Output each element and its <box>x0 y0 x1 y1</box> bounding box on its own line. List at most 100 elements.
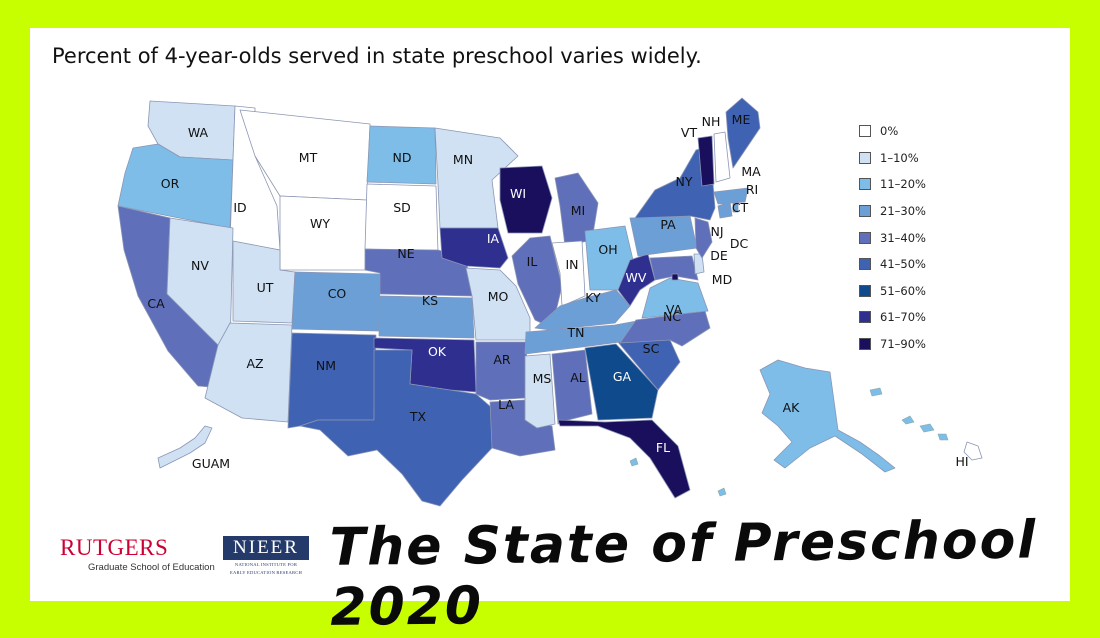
state-label-ny: NY <box>676 174 693 189</box>
rutgers-logo: RUTGERS Graduate School of Education <box>60 535 215 574</box>
state-label-tx: TX <box>409 409 427 424</box>
state-label-mi: MI <box>571 203 585 218</box>
state-label-nm: NM <box>316 358 336 373</box>
state-label-ri: RI <box>746 182 758 197</box>
island-shape <box>869 387 883 397</box>
island-shape <box>901 415 915 425</box>
state-label-ok: OK <box>428 344 447 359</box>
state-label-sd: SD <box>393 200 411 215</box>
legend-swatch <box>859 311 871 324</box>
state-label-ar: AR <box>493 352 511 367</box>
map-card: Percent of 4-year-olds served in state p… <box>30 28 1070 638</box>
state-tx <box>299 349 493 507</box>
state-label-nv: NV <box>191 258 209 273</box>
state-vt <box>697 135 715 187</box>
state-label-mn: MN <box>453 152 473 167</box>
legend-item: 51–60% <box>859 278 926 305</box>
state-label-ca: CA <box>147 296 165 311</box>
state-label-oh: OH <box>598 242 617 257</box>
state-label-co: CO <box>328 286 347 301</box>
state-dc <box>671 273 679 281</box>
legend-swatch <box>859 231 871 244</box>
state-sd <box>364 183 439 253</box>
legend-swatch <box>859 258 871 271</box>
state-label-mt: MT <box>299 150 318 165</box>
legend-item: 31–40% <box>859 224 926 251</box>
us-choropleth-map: WA OR CA ID NV MT WY UT AZ CO NM ND SD NE KS OK TX MN IA MO… <box>117 97 983 507</box>
state-ga <box>584 343 659 421</box>
state-label-az: AZ <box>246 356 263 371</box>
state-label-me: ME <box>732 112 751 127</box>
state-ma <box>713 187 749 205</box>
state-label-fl: FL <box>656 440 670 455</box>
state-label-ks: KS <box>422 293 438 308</box>
legend-swatch <box>859 338 871 351</box>
state-label-ga: GA <box>613 369 632 384</box>
state-label-ma: MA <box>741 164 761 179</box>
island-shape <box>919 423 935 433</box>
state-label-la: LA <box>498 397 514 412</box>
state-label-id: ID <box>233 200 246 215</box>
state-label-ut: UT <box>257 280 274 295</box>
state-label-nh: NH <box>702 114 721 129</box>
state-hi <box>963 441 983 461</box>
legend-swatch <box>859 125 871 138</box>
island-shape <box>629 457 639 467</box>
legend-swatch <box>859 178 871 191</box>
state-label-wv: WV <box>626 270 647 285</box>
state-wy <box>279 195 368 271</box>
state-label-ct: CT <box>732 200 749 215</box>
nieer-logo: NIEER NATIONAL INSTITUTE FOR EARLY EDUCA… <box>223 536 309 576</box>
state-ia <box>439 227 509 269</box>
legend: 0% 1–10% 11–20% 21–30% 31–40% 41–50% 51–… <box>859 118 926 357</box>
legend-swatch <box>859 205 871 218</box>
state-label-guam: GUAM <box>192 456 230 471</box>
state-ct <box>717 201 733 219</box>
state-ky <box>534 289 631 331</box>
legend-item: 71–90% <box>859 331 926 358</box>
report-title: The State of Preschool 2020 <box>329 510 1038 638</box>
headline: Percent of 4-year-olds served in state p… <box>52 44 702 68</box>
state-mn <box>434 127 519 229</box>
legend-item: 61–70% <box>859 304 926 331</box>
state-nm <box>287 332 377 429</box>
state-ar <box>475 341 528 401</box>
state-label-md: MD <box>712 272 732 287</box>
legend-item: 21–30% <box>859 198 926 225</box>
legend-swatch <box>859 151 871 164</box>
state-nj <box>694 217 713 259</box>
state-label-nj: NJ <box>710 224 723 239</box>
legend-item: 0% <box>859 118 926 145</box>
state-va <box>641 277 709 319</box>
legend-item: 1–10% <box>859 145 926 172</box>
state-label-mo: MO <box>488 289 509 304</box>
state-label-va: VA <box>666 302 683 317</box>
state-co <box>291 271 381 332</box>
state-fl <box>557 419 691 499</box>
island-shape <box>717 487 727 497</box>
state-label-wi: WI <box>510 186 526 201</box>
state-label-de: DE <box>710 248 728 263</box>
state-label-ne: NE <box>397 246 414 261</box>
state-nh <box>713 131 731 183</box>
legend-item: 41–50% <box>859 251 926 278</box>
state-ms <box>524 353 556 429</box>
state-ak <box>759 359 896 473</box>
state-label-dc: DC <box>730 236 749 251</box>
legend-item: 11–20% <box>859 171 926 198</box>
state-al <box>551 349 593 425</box>
state-label-hi: HI <box>955 454 968 469</box>
state-label-nd: ND <box>393 150 412 165</box>
state-label-wa: WA <box>188 125 209 140</box>
state-ks <box>378 295 475 339</box>
state-label-tn: TN <box>567 325 585 340</box>
state-label-ak: AK <box>783 400 801 415</box>
state-label-al: AL <box>570 370 586 385</box>
state-wi <box>499 165 553 234</box>
state-label-ia: IA <box>487 231 500 246</box>
state-md <box>649 255 699 281</box>
state-ny <box>634 145 716 221</box>
island-shape <box>937 433 949 441</box>
state-label-ms: MS <box>533 371 552 386</box>
state-label-il: IL <box>527 254 538 269</box>
